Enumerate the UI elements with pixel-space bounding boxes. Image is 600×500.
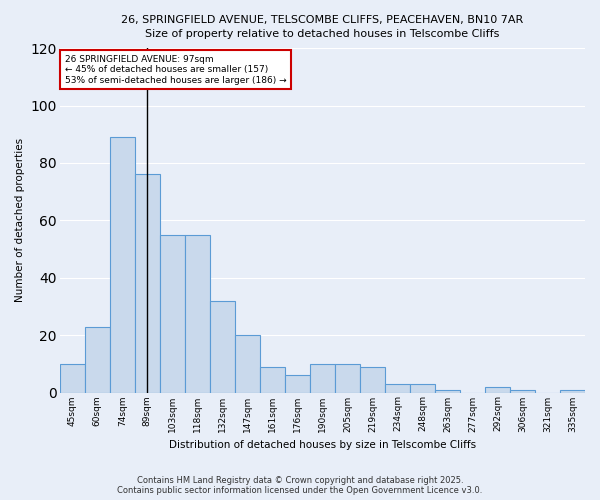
Text: 26 SPRINGFIELD AVENUE: 97sqm
← 45% of detached houses are smaller (157)
53% of s: 26 SPRINGFIELD AVENUE: 97sqm ← 45% of de… [65,55,287,85]
Bar [135,174,160,392]
Bar [260,366,285,392]
Bar [235,335,260,392]
Bar [435,390,460,392]
Bar [485,387,510,392]
Y-axis label: Number of detached properties: Number of detached properties [15,138,25,302]
Bar [335,364,360,392]
Text: Contains HM Land Registry data © Crown copyright and database right 2025.
Contai: Contains HM Land Registry data © Crown c… [118,476,482,495]
Bar [160,234,185,392]
Bar [385,384,410,392]
Bar [510,390,535,392]
Bar [60,364,85,392]
Bar [360,366,385,392]
Bar [185,234,210,392]
Bar [85,326,110,392]
Bar [110,137,135,392]
Bar [310,364,335,392]
X-axis label: Distribution of detached houses by size in Telscombe Cliffs: Distribution of detached houses by size … [169,440,476,450]
Bar [210,300,235,392]
Bar [410,384,435,392]
Bar [285,376,310,392]
Title: 26, SPRINGFIELD AVENUE, TELSCOMBE CLIFFS, PEACEHAVEN, BN10 7AR
Size of property : 26, SPRINGFIELD AVENUE, TELSCOMBE CLIFFS… [121,15,523,39]
Bar [560,390,585,392]
